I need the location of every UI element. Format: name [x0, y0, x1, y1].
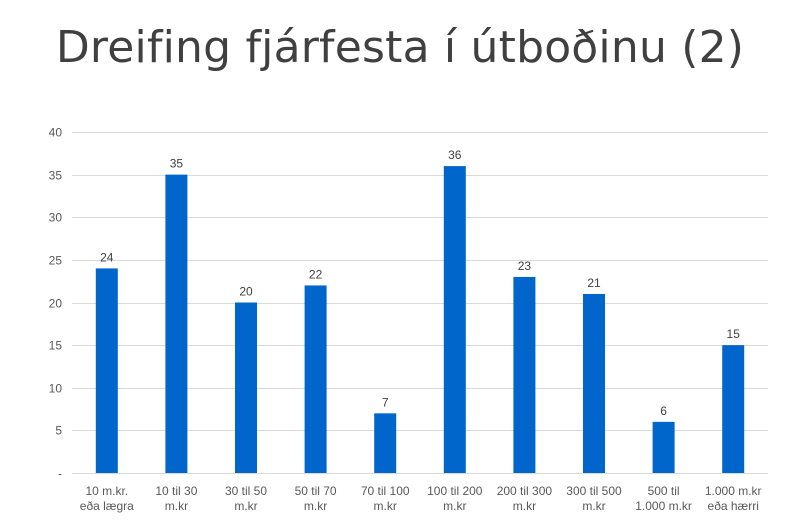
x-category-label: 70 til 100: [361, 484, 410, 498]
x-category-label: m.kr: [513, 499, 536, 513]
data-label: 35: [170, 157, 184, 171]
bar: [722, 345, 745, 473]
bar: [165, 174, 188, 473]
x-category-label: 1.000 m.kr: [635, 499, 692, 513]
data-label: 22: [309, 267, 323, 281]
bar: [652, 421, 675, 473]
x-category-label: 10 m.kr.: [85, 484, 128, 498]
x-category-label: 10 til 30: [155, 484, 197, 498]
data-label: 15: [727, 327, 741, 341]
y-tick-label: 5: [55, 424, 62, 438]
x-category-label: 300 til 500: [566, 484, 622, 498]
bar: [235, 302, 257, 473]
data-label: 7: [382, 395, 389, 409]
y-tick-label: 15: [49, 339, 63, 353]
y-tick-label: 40: [49, 126, 63, 140]
data-label: 6: [660, 404, 667, 418]
bar: [304, 285, 327, 473]
data-label: 36: [448, 148, 462, 162]
x-category-label: m.kr: [374, 499, 397, 513]
x-category-label: 30 til 50: [225, 484, 267, 498]
data-label: 21: [587, 276, 601, 290]
x-category-label: m.kr: [304, 499, 327, 513]
y-tick-label: 10: [49, 382, 63, 396]
bar: [374, 413, 397, 473]
x-category-label: eða hærri: [708, 499, 759, 513]
bar: [513, 276, 536, 473]
x-category-label: 100 til 200: [427, 484, 483, 498]
x-category-label: 500 til: [648, 484, 680, 498]
x-category-label: eða lægra: [80, 499, 134, 513]
y-tick-label: -: [58, 467, 62, 481]
y-tick-label: 25: [49, 254, 63, 268]
data-label: 23: [518, 259, 532, 273]
bar: [443, 166, 466, 473]
y-tick-label: 35: [49, 169, 63, 183]
bar: [583, 293, 605, 473]
x-category-label: 1.000 m.kr: [705, 484, 762, 498]
x-category-label: m.kr: [165, 499, 188, 513]
x-category-label: m.kr: [582, 499, 605, 513]
x-category-label: 50 til 70: [295, 484, 337, 498]
page-title: Dreifing fjárfesta í útboðinu (2): [55, 22, 745, 73]
bar: [95, 268, 118, 473]
y-tick-label: 30: [49, 211, 63, 225]
data-label: 20: [239, 285, 253, 299]
x-category-label: 200 til 300: [497, 484, 553, 498]
x-category-label: m.kr: [234, 499, 257, 513]
data-label: 24: [100, 250, 114, 264]
y-tick-label: 20: [49, 297, 63, 311]
x-category-label: m.kr: [443, 499, 466, 513]
